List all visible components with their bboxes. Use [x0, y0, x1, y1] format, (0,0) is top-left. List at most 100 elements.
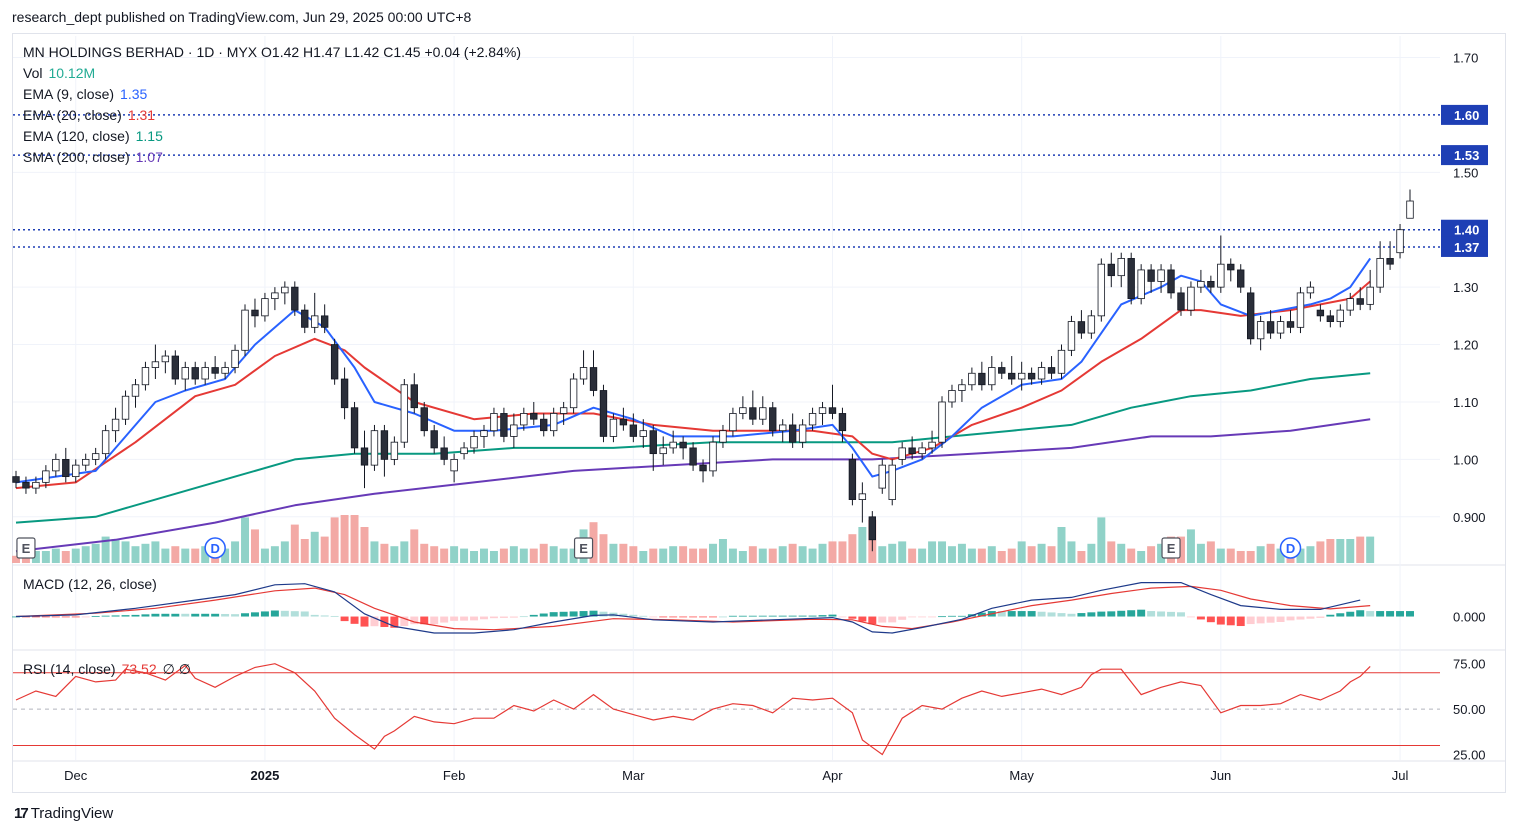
- chart-frame: [12, 33, 1506, 793]
- macd-histogram-bar: [499, 616, 508, 618]
- candle-body: [12, 476, 20, 483]
- volume-bar: [260, 548, 269, 563]
- candle-body: [1027, 372, 1036, 380]
- macd-histogram-bar: [938, 616, 946, 618]
- candle-body: [91, 453, 100, 460]
- macd-histogram-bar: [1246, 616, 1255, 625]
- candle-body: [171, 355, 180, 380]
- macd-histogram-bar: [61, 616, 70, 618]
- macd-histogram-bar: [41, 616, 50, 618]
- candle-body: [1346, 298, 1354, 311]
- publisher-line: research_dept published on TradingView.c…: [12, 9, 472, 25]
- volume-bar: [1316, 541, 1325, 563]
- macd-histogram-bar: [330, 615, 339, 617]
- macd-histogram-bar: [1097, 611, 1106, 617]
- candle-body: [759, 407, 767, 420]
- macd-histogram-bar: [788, 615, 797, 617]
- volume-bar: [410, 529, 419, 563]
- volume-legend-value: 10.12M: [48, 65, 96, 81]
- volume-bar: [738, 551, 747, 563]
- volume-bar: [609, 543, 618, 563]
- ema120-legend-value: 1.15: [135, 128, 163, 144]
- macd-histogram-bar: [549, 612, 558, 617]
- macd-histogram-bar: [947, 615, 956, 617]
- candle-body: [271, 292, 279, 300]
- earnings-event-icon: [1161, 537, 1181, 559]
- sma200-legend[interactable]: SMA (200, close) 1.07: [23, 149, 163, 165]
- volume-bar: [1306, 546, 1315, 563]
- macd-histogram-bar: [1077, 613, 1086, 617]
- candles-layer: [12, 189, 1414, 552]
- candle-body: [42, 470, 50, 483]
- macd-histogram-bar: [997, 611, 1006, 617]
- candle-body: [1286, 321, 1295, 328]
- macd-histogram-bar: [1366, 611, 1375, 617]
- volume-bar: [340, 515, 349, 563]
- candle-body: [191, 367, 199, 380]
- volume-bar: [360, 527, 369, 563]
- volume-legend[interactable]: Vol 10.12M: [23, 65, 95, 81]
- volume-bar: [878, 546, 887, 563]
- tradingview-logo[interactable]: 17 TradingView: [14, 805, 113, 822]
- volume-bar: [967, 548, 976, 563]
- candle-body: [500, 413, 508, 437]
- time-axis-label: Apr: [822, 768, 843, 783]
- candle-body: [1008, 372, 1016, 380]
- candle-body: [569, 378, 578, 409]
- volume-bar: [1077, 551, 1086, 563]
- level-tag: [1441, 236, 1488, 257]
- candle-body: [1237, 269, 1245, 288]
- macd-pane: [12, 582, 1414, 634]
- volume-bar: [569, 548, 578, 563]
- rsi-legend[interactable]: RSI (14, close) 73.52 ∅ ∅: [23, 661, 191, 678]
- candle-body: [649, 430, 657, 455]
- volume-bar: [1206, 541, 1215, 563]
- symbol-ohlc-line[interactable]: MN HOLDINGS BERHAD · 1D · MYX O1.42 H1.4…: [23, 44, 521, 60]
- macd-histogram-bar: [340, 616, 349, 622]
- candle-body: [1107, 263, 1115, 277]
- rsi-pane: [13, 663, 1440, 756]
- volume-bar: [440, 548, 449, 563]
- macd-histogram-bar: [489, 616, 498, 619]
- macd-histogram-bar: [221, 613, 230, 617]
- candle-body: [579, 367, 588, 380]
- candle-body: [679, 441, 687, 449]
- volume-bar: [1137, 551, 1146, 563]
- volume-bar: [290, 524, 299, 563]
- candle-body: [1266, 321, 1275, 334]
- ema20-legend[interactable]: EMA (20, close) 1.31: [23, 107, 155, 123]
- volume-bar: [1117, 543, 1126, 563]
- ema120-legend[interactable]: EMA (120, close) 1.15: [23, 128, 163, 144]
- volume-bar: [1186, 529, 1195, 563]
- candle-body: [689, 447, 697, 466]
- candle-body: [619, 418, 628, 426]
- candle-body: [1067, 321, 1076, 351]
- volume-bar: [1057, 527, 1066, 563]
- volume-bar: [728, 548, 737, 563]
- macd-legend[interactable]: MACD (12, 26, close): [23, 576, 157, 592]
- macd-histogram-bar: [280, 610, 289, 617]
- sma200-legend-label: SMA (200, close): [23, 149, 130, 165]
- candle-body: [888, 464, 896, 500]
- ema9-legend[interactable]: EMA (9, close) 1.35: [23, 86, 147, 102]
- volume-bar: [400, 541, 409, 563]
- candle-body: [938, 401, 946, 443]
- candle-body: [1316, 309, 1325, 317]
- candle-body: [1356, 298, 1364, 305]
- macd-histogram-bar: [1177, 612, 1185, 617]
- volume-bar: [918, 548, 927, 563]
- candle-body: [639, 430, 647, 437]
- macd-histogram-bar: [579, 611, 588, 617]
- candle-body: [350, 407, 359, 449]
- rsi-legend-extra: ∅ ∅: [162, 661, 191, 677]
- volume-bar: [938, 541, 946, 563]
- macd-histogram-bar: [320, 615, 329, 617]
- macd-histogram-bar: [1276, 616, 1285, 623]
- candle-body: [520, 413, 528, 426]
- candle-body: [1306, 286, 1315, 294]
- candle-body: [928, 441, 936, 449]
- ema9-legend-value: 1.35: [120, 86, 148, 102]
- candle-body: [978, 372, 986, 386]
